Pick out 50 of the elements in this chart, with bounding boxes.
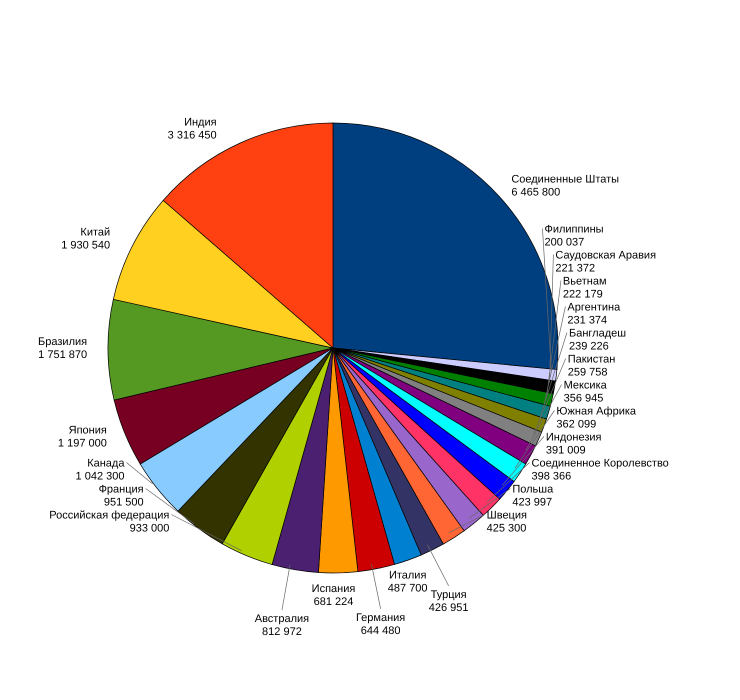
data-label: 1 197 000: [58, 437, 107, 450]
data-label: 398 366: [532, 470, 572, 482]
data-label: 933 000: [130, 522, 170, 534]
slice-label: Бангладеш: [568, 328, 626, 340]
slice-label: Российская федерация: [49, 510, 170, 522]
slice-label: Китай: [80, 226, 110, 238]
slice-label: Польша: [512, 484, 554, 496]
slice-label: Пакистан: [568, 354, 616, 366]
slice-label: Бразилия: [38, 336, 88, 348]
data-label: 487 700: [388, 582, 428, 594]
data-label: 259 758: [568, 366, 608, 378]
slice-label: Канада: [87, 458, 126, 470]
data-label: 681 224: [314, 596, 354, 608]
slice-label: Франция: [98, 484, 144, 496]
slice-label: Индия: [184, 116, 217, 129]
slice-label: Соединенное Королевство: [532, 458, 669, 470]
slice-label: Мексика: [564, 380, 608, 392]
slice-label: Вьетнам: [562, 276, 607, 288]
slice-label: Южная Африка: [556, 406, 637, 418]
data-label: 239 226: [568, 340, 609, 352]
data-label: 1 930 540: [61, 239, 110, 252]
slice-label: Япония: [68, 424, 107, 436]
slice-label: Швеция: [486, 510, 528, 522]
data-label: 362 099: [556, 418, 596, 430]
slice-label: Аргентина: [567, 302, 622, 314]
data-label: 423 997: [512, 496, 552, 508]
slice-label: Соединенные Штаты: [511, 173, 620, 186]
slice-label: Италия: [388, 569, 426, 582]
slice-label: Австралия: [254, 613, 310, 626]
data-label: 1 042 300: [76, 470, 124, 482]
slice-label: Филиппины: [544, 224, 604, 236]
slice-label: Турция: [430, 588, 467, 601]
data-label: 425 300: [486, 522, 526, 534]
data-label: 644 480: [360, 624, 400, 637]
data-label: 6 465 800: [511, 186, 560, 198]
data-label: 812 972: [262, 626, 302, 638]
slice-label: Германия: [356, 612, 406, 624]
slice-label: Саудовская Аравия: [555, 250, 656, 262]
data-label: 231 374: [567, 314, 608, 326]
data-label: 200 037: [544, 236, 584, 248]
slice-label: Испания: [312, 582, 356, 595]
data-label: 222 179: [562, 288, 603, 300]
data-label: 391 009: [546, 444, 586, 456]
data-label: 3 316 450: [168, 130, 217, 142]
data-label: 1 751 870: [38, 348, 88, 361]
data-label: 356 945: [564, 392, 604, 404]
data-label: 221 372: [555, 262, 596, 274]
data-label: 426 951: [428, 602, 469, 614]
data-label: 951 500: [104, 496, 144, 508]
slice-label: Индонезия: [546, 432, 602, 444]
